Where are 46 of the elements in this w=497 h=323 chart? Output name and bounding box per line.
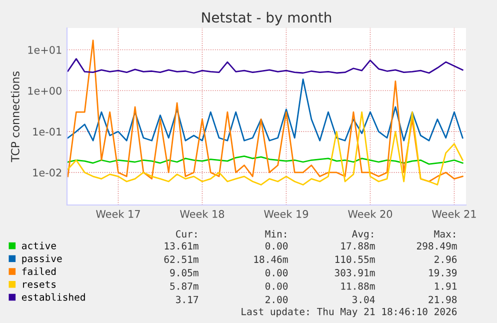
text: 0.00 [265,282,288,290]
x-tick-label: Week 19 [264,210,308,218]
legend-label: passive [22,254,62,264]
text: 5.87m [170,282,198,290]
chart-title: Netstat - by month [202,12,332,26]
legend-label: established [22,293,85,301]
text: Min: [265,230,286,238]
line-series [67,40,464,182]
text: 298.49m [416,242,457,250]
legend-label: resets [23,280,56,288]
text: Last update: Thu May 21 18:46:10 2026 [242,308,457,318]
text: 17.88m [341,242,375,250]
text: 13.61m [164,242,198,250]
text: 303.91m [334,269,375,276]
x-tick-label: Week 18 [180,210,224,218]
text: 3.04 [352,296,375,304]
text: 0.00 [265,242,288,250]
y-tick-label: 1e-01 [33,128,62,136]
text: Cur: [176,230,196,238]
line-series [67,155,464,165]
x-tick-label: Week 17 [96,210,140,218]
text: 11.88m [341,282,375,290]
text: 3.17 [176,296,198,304]
line-series [67,111,464,186]
line-series [67,78,464,142]
y-tick-label: 1e+01 [28,46,62,54]
text: 18.46m [254,256,288,263]
y-tick-label: 1e+00 [28,86,62,95]
text: 19.39 [429,269,457,276]
text: 2.00 [266,296,288,304]
legend-label: active [22,242,56,250]
text: 9.05m [170,269,198,276]
text: Max: [434,230,455,238]
y-axis-title: TCP connections [10,71,20,162]
text: 1.91 [434,282,457,290]
x-tick-label: Week 21 [432,210,476,218]
text: 62.51m [164,256,198,263]
text: 21.98 [428,296,457,304]
text: Avg: [352,230,373,240]
x-tick-label: Week 20 [348,210,392,218]
text: 110.55m [335,256,375,263]
y-tick-label: 1e-02 [33,168,62,177]
text: 2.96 [434,256,457,263]
legend-label: failed [22,267,56,276]
line-series [67,58,464,74]
text: 0.00 [265,269,288,276]
